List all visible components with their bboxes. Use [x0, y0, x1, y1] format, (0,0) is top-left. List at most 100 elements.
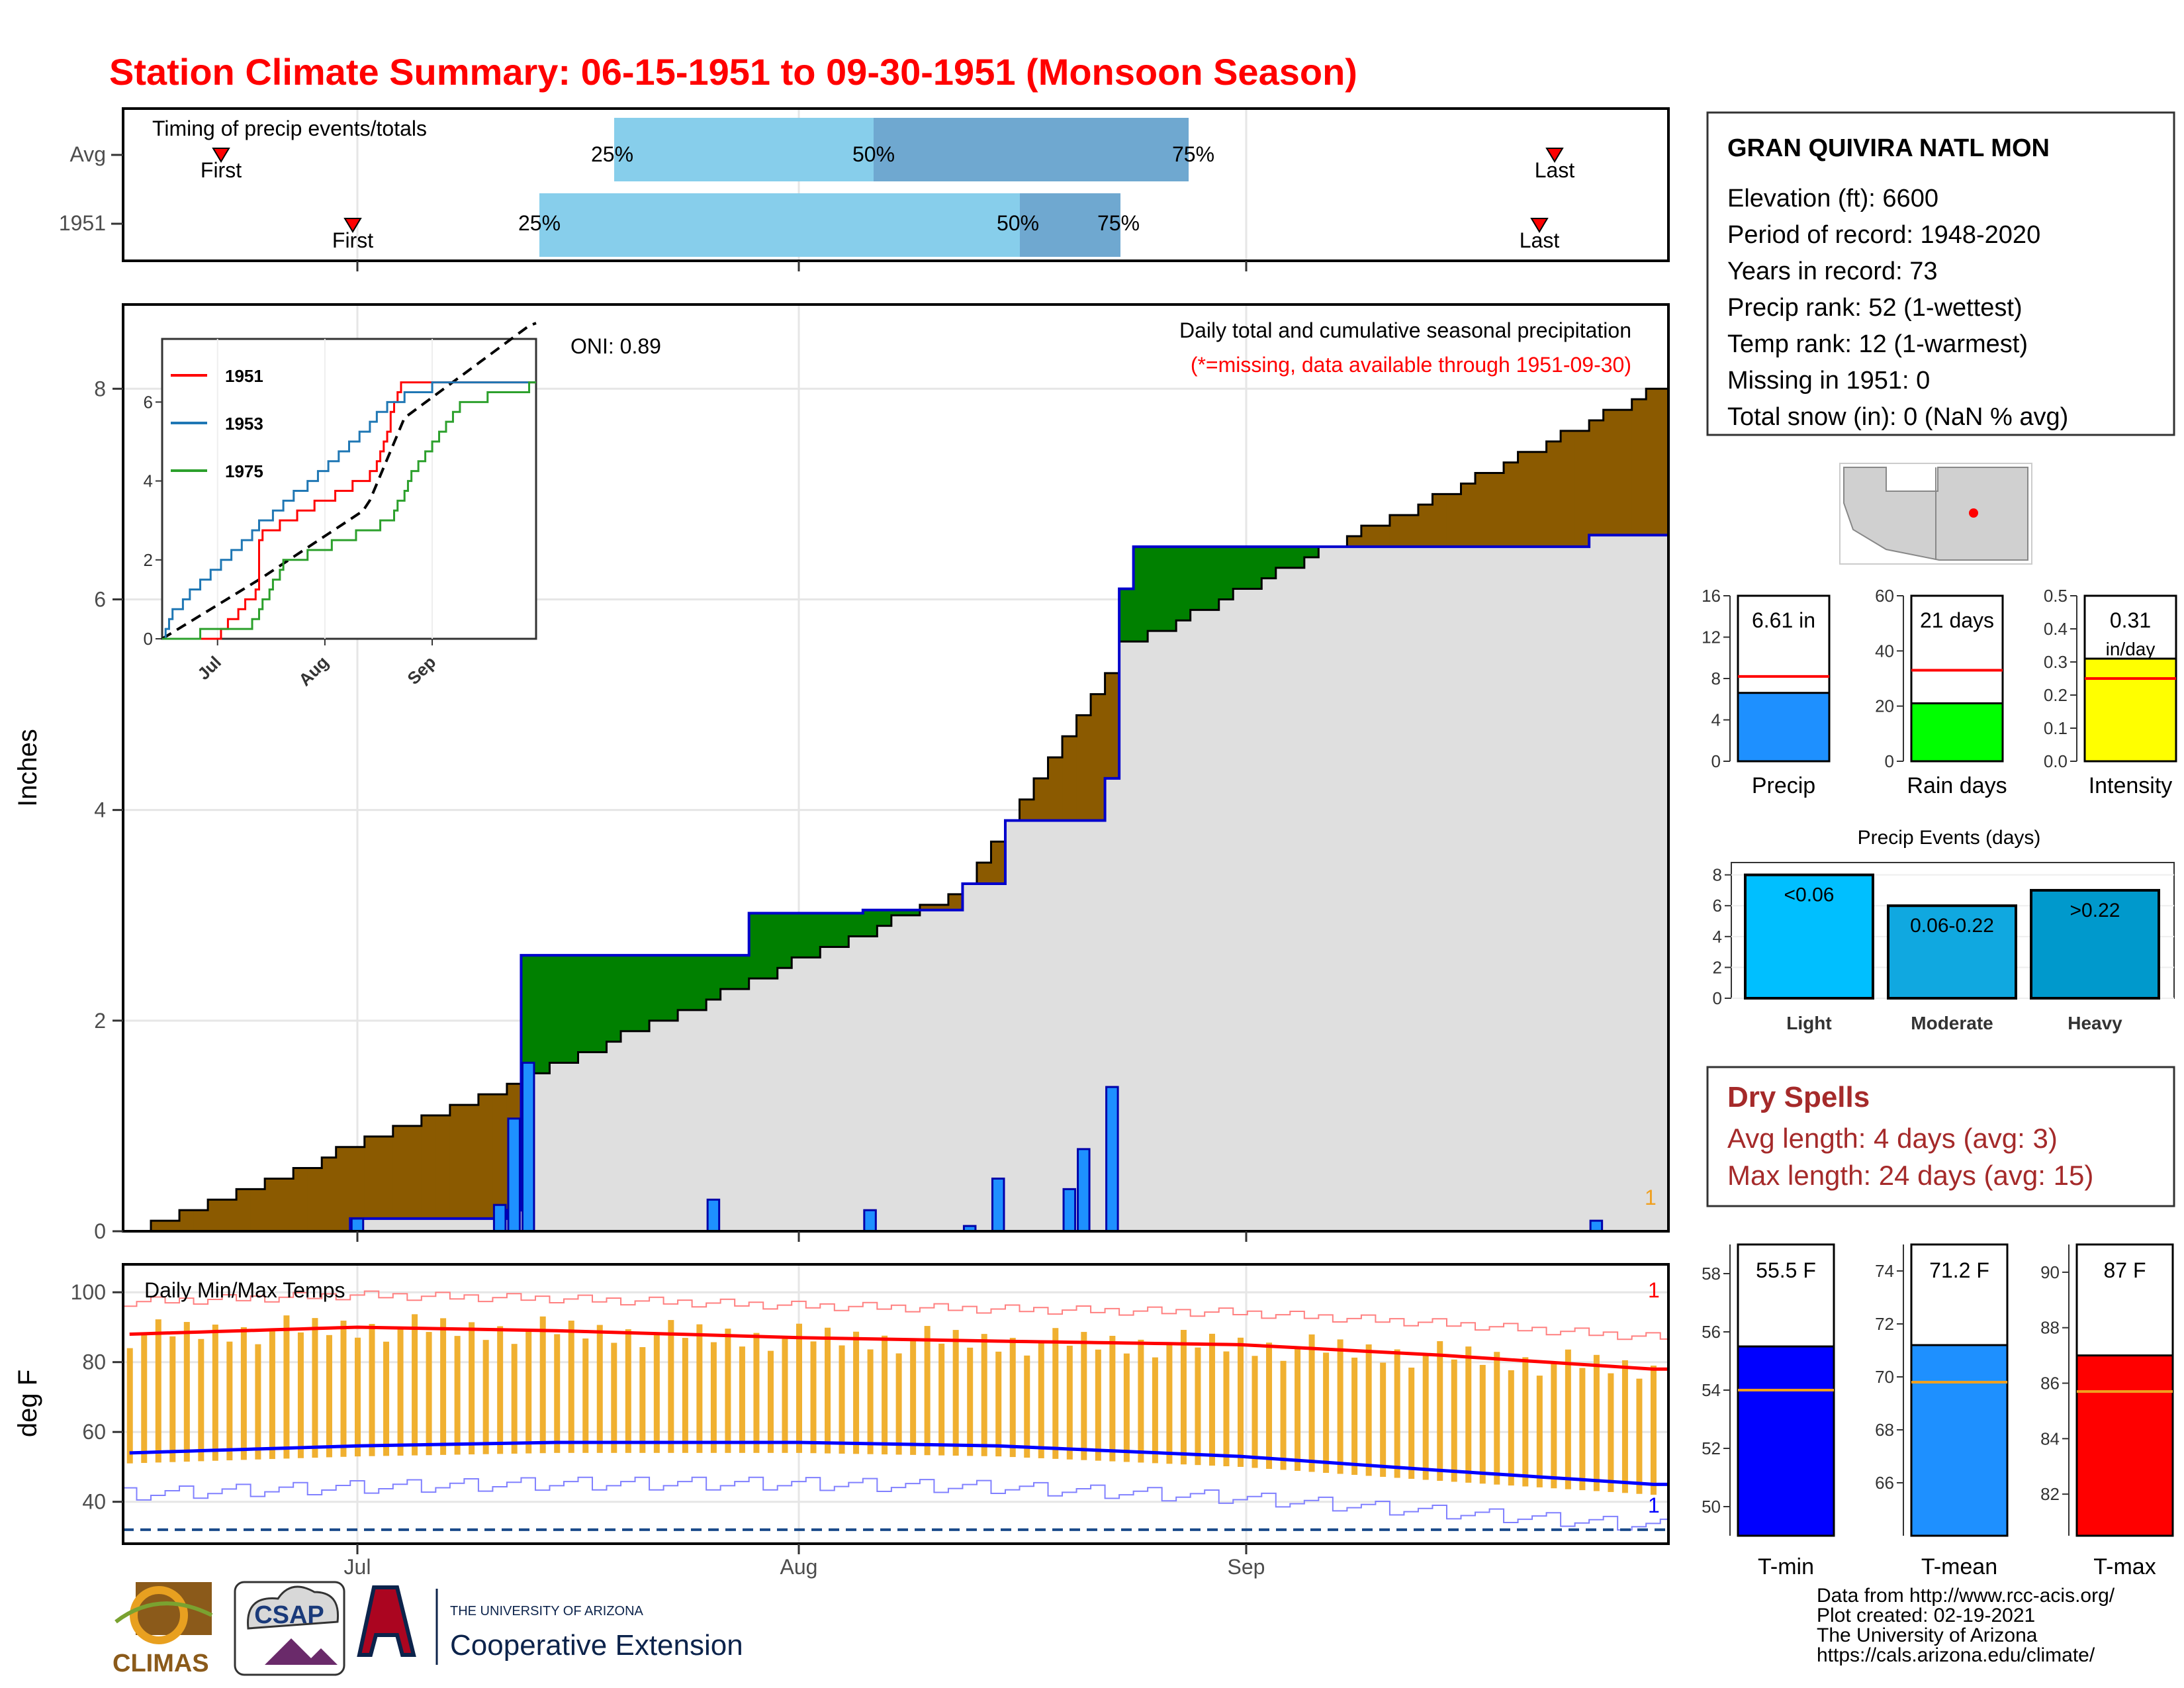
temp-bar-tick: 74: [1875, 1261, 1894, 1281]
summary-bar-label: 0.31: [2110, 608, 2151, 632]
credit-line-2: The University of Arizona: [1817, 1624, 2038, 1646]
station-line-0: Elevation (ft): 6600: [1727, 185, 1938, 212]
daily-temp-range-bar: [981, 1334, 987, 1456]
daily-temp-range-bar: [696, 1324, 703, 1453]
daily-temp-range-bar: [910, 1339, 917, 1455]
temp-y-tick-label: 40: [82, 1490, 106, 1514]
daily-temp-range-bar: [1494, 1352, 1500, 1485]
cumulative-difference-segment: [549, 955, 565, 1063]
station-line-2: Years in record: 73: [1727, 258, 1938, 285]
temp-bar-label: 71.2 F: [1929, 1258, 1989, 1282]
summary-bar-tick: 0.5: [2044, 586, 2068, 606]
daily-temp-range-bar: [1422, 1354, 1429, 1480]
daily-temp-range-bar: [169, 1336, 176, 1462]
summary-bar-value: [2083, 657, 2177, 763]
daily-temp-range-bar: [269, 1329, 275, 1460]
daily-temp-range-bar: [853, 1331, 860, 1454]
events-bar-light: <0.06 Light: [1744, 873, 1874, 1033]
temp-bar-tick: 88: [2040, 1318, 2060, 1338]
cumulative-difference-segment: [1617, 410, 1633, 536]
cumulative-difference-segment: [735, 955, 750, 990]
daily-temp-range-bar: [882, 1335, 888, 1455]
daily-temp-range-bar: [1465, 1346, 1472, 1483]
summary-bar-tick: 0: [1885, 751, 1894, 771]
cumulative-difference-segment: [1034, 778, 1049, 821]
cumulative-difference-segment: [1418, 504, 1433, 547]
average-cumulative-line: [122, 387, 1668, 1233]
daily-temp-range-bar: [938, 1343, 945, 1456]
summary-bar-tick: 16: [1702, 586, 1721, 606]
daily-precip-bar: [507, 1117, 521, 1233]
precip-note: (*=missing, data available through 1951-…: [1191, 353, 1631, 377]
daily-temp-range-bar: [1351, 1357, 1358, 1476]
summary-bar-label: 21 days: [1920, 608, 1994, 632]
summary-bar-tick: 4: [1711, 710, 1721, 730]
cumulative-difference-segment: [1076, 715, 1091, 821]
daily-temp-range-bar: [753, 1333, 760, 1453]
daily-precip-bar: [1062, 1188, 1077, 1233]
daily-temp-range-bar: [1380, 1362, 1387, 1477]
cumulative-difference-segment: [1148, 546, 1163, 632]
cumulative-difference-segment: [1375, 526, 1390, 547]
temp-bar-tick: 52: [1702, 1438, 1721, 1458]
record-high-line: [123, 1290, 1668, 1340]
daily-temp-range-bar: [1536, 1376, 1543, 1487]
inset-y-tick-label: 4: [144, 471, 153, 491]
temp-y-tick-label: 80: [82, 1350, 106, 1374]
cumulative-difference-segment: [1161, 546, 1177, 632]
summary-bar-unit: in/day: [2106, 639, 2156, 659]
obs-first-marker-icon: [343, 218, 362, 233]
daily-temp-range-bar: [710, 1342, 717, 1453]
summary-bar-tick: 0.3: [2044, 652, 2068, 672]
temp-bar-value: [1910, 1344, 2009, 1537]
daily-temp-range-bar: [397, 1328, 404, 1456]
cumulative-difference-segment: [1290, 546, 1305, 568]
daily-temp-range-bar: [126, 1348, 133, 1464]
cumulative-difference-segment: [151, 1221, 166, 1231]
cumulative-difference-segment: [1119, 588, 1134, 642]
cumulative-difference-segment: [1133, 546, 1148, 642]
cumulative-difference-segment: [1361, 526, 1377, 547]
cumulative-difference-segment: [1631, 399, 1647, 536]
temp-y-tick-label: 100: [71, 1280, 106, 1304]
temp-bar-name: T-max: [2093, 1554, 2156, 1579]
daily-temp-range-bar: [1123, 1353, 1130, 1462]
cumulative-difference-segment: [535, 955, 551, 1074]
cumulative-difference-segment: [1105, 673, 1120, 778]
daily-temp-range-bar: [611, 1342, 617, 1453]
daily-temp-range-bar: [226, 1341, 233, 1461]
cumulative-difference-segment: [364, 1136, 379, 1219]
daily-temp-range-bar: [825, 1327, 831, 1454]
cumulative-difference-segment: [692, 955, 707, 1010]
daily-temp-range-bar: [469, 1322, 475, 1455]
temp-bar-tick: 68: [1875, 1420, 1894, 1440]
cumulative-difference-segment: [1646, 389, 1661, 536]
csap-logo-text: CSAP: [254, 1601, 324, 1629]
daily-temp-range-bar: [1266, 1342, 1273, 1469]
cumulative-difference-segment: [1603, 410, 1618, 536]
daily-temp-range-bar: [1337, 1339, 1343, 1474]
daily-temp-range-bar: [412, 1314, 418, 1456]
station-name: GRAN QUIVIRA NATL MON: [1727, 134, 2050, 162]
cumulative-difference-segment: [763, 913, 778, 979]
ua-small-text: THE UNIVERSITY OF ARIZONA: [450, 1604, 644, 1618]
cumulative-difference-segment: [350, 1147, 365, 1219]
daily-temp-range-bar: [1408, 1367, 1415, 1479]
daily-temp-range-bar: [1522, 1357, 1529, 1487]
obs-quartile-50-75: [1020, 193, 1120, 257]
temp-bar-tick: 54: [1702, 1380, 1721, 1400]
tmax-average-line: [129, 1325, 1668, 1371]
daily-precip-bar: [1105, 1086, 1119, 1233]
precip-ylabel: Inches: [13, 729, 42, 807]
cumulative-difference-segment: [1218, 546, 1234, 600]
cumulative-difference-segment: [805, 913, 821, 958]
daily-temp-range-bar: [482, 1340, 489, 1454]
x-axis: Jul Aug Sep: [344, 1231, 1265, 1579]
x-tick-aug: Aug: [780, 1555, 818, 1579]
daily-temp-range-bar: [1437, 1341, 1443, 1481]
precip-y-tick-label: 0: [94, 1219, 106, 1243]
temp-bar-tick: 90: [2040, 1262, 2060, 1282]
cumulative-difference-segment: [1489, 473, 1504, 547]
daily-temp-range-bar: [1650, 1365, 1657, 1495]
cumulative-difference-segment: [1275, 546, 1291, 568]
